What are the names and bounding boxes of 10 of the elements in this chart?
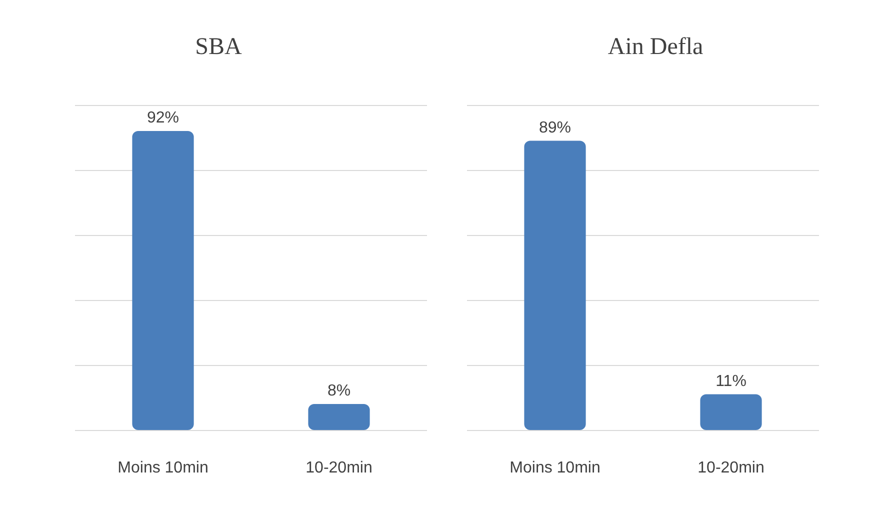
data-label: 89% — [538, 119, 572, 136]
x-tick-label: Moins 10min — [118, 460, 208, 476]
chart-title: SBA — [195, 34, 243, 60]
x-tick-label: 10-20min — [698, 460, 764, 476]
x-tick-label: Moins 10min — [510, 460, 600, 476]
x-tick-label: 10-20min — [306, 460, 372, 476]
data-label: 8% — [327, 382, 351, 400]
data-label: 11% — [716, 372, 746, 390]
chart-title: Ain Defla — [608, 34, 704, 60]
data-label: 92% — [146, 110, 180, 126]
